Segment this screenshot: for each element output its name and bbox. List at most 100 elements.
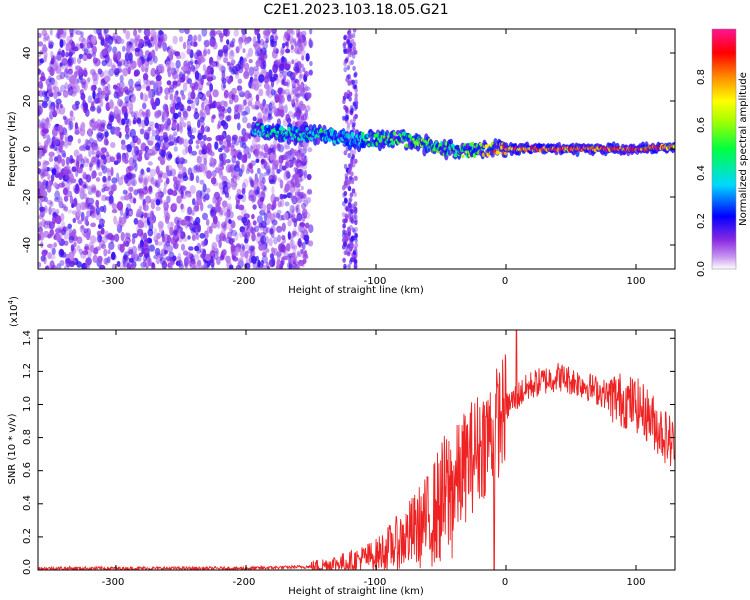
- heatmap-cell: [280, 154, 285, 162]
- heatmap-cell: [220, 100, 227, 106]
- heatmap-cell: [112, 46, 118, 54]
- heatmap-cell: [291, 217, 298, 223]
- top-y-tick: 20: [22, 95, 33, 108]
- heatmap-cell: [354, 242, 359, 248]
- heatmap-cell: [252, 66, 259, 72]
- heatmap-cell: [180, 203, 184, 210]
- heatmap-cell: [102, 84, 106, 93]
- heatmap-cell: [270, 193, 276, 204]
- heatmap-cell: [272, 46, 278, 54]
- heatmap-cell: [96, 159, 101, 169]
- heatmap-cell: [124, 111, 128, 121]
- bottom-plot-ticks: [38, 330, 675, 571]
- heatmap-cell: [179, 231, 186, 240]
- heatmap-cell: [40, 255, 46, 262]
- heatmap-cell: [206, 170, 212, 180]
- heatmap-cell: [39, 76, 46, 82]
- heatmap-cell: [176, 230, 182, 238]
- heatmap-cell: [39, 206, 46, 212]
- heatmap-cell: [297, 92, 301, 98]
- heatmap-cell: [278, 64, 285, 74]
- heatmap-cell: [90, 184, 97, 191]
- heatmap-cell: [69, 195, 74, 205]
- heatmap-cell: [85, 174, 92, 183]
- heatmap-cell: [350, 179, 355, 185]
- heatmap-cell: [254, 29, 259, 36]
- heatmap-cell: [253, 69, 260, 77]
- heatmap-cell: [71, 203, 75, 209]
- heatmap-cell: [349, 149, 354, 155]
- heatmap-cell: [297, 224, 301, 230]
- heatmap-cell: [296, 49, 300, 55]
- heatmap-cell: [206, 142, 212, 151]
- heatmap-cell: [180, 243, 186, 251]
- heatmap-cell: [347, 231, 352, 237]
- heatmap-cell: [206, 127, 211, 132]
- heatmap-cell: [205, 110, 211, 116]
- heatmap-cell: [269, 77, 276, 82]
- heatmap-cell: [190, 64, 196, 71]
- heatmap-cell: [123, 253, 128, 260]
- heatmap-cell: [252, 260, 258, 269]
- heatmap-cell: [44, 121, 51, 129]
- heatmap-cell: [140, 55, 147, 63]
- heatmap-cell: [83, 67, 88, 77]
- heatmap-cell: [115, 114, 122, 122]
- colorbar-tick: 0.4: [696, 165, 707, 181]
- heatmap-cell: [294, 101, 300, 110]
- heatmap-cell: [297, 239, 302, 245]
- heatmap-cell: [244, 105, 251, 115]
- heatmap-cell: [207, 48, 211, 55]
- heatmap-cell: [141, 102, 147, 109]
- heatmap-cell: [254, 42, 261, 52]
- heatmap-cell: [200, 202, 204, 212]
- heatmap-cell: [134, 110, 139, 119]
- heatmap-cell: [38, 141, 41, 147]
- heatmap-cell: [69, 33, 74, 38]
- heatmap-cell: [247, 228, 251, 238]
- heatmap-cell: [256, 143, 261, 150]
- heatmap-cell: [187, 235, 191, 240]
- heatmap-cell: [279, 163, 283, 172]
- heatmap-cell: [184, 29, 190, 35]
- heatmap-cell: [136, 228, 144, 237]
- heatmap-cell: [193, 253, 200, 261]
- heatmap-cell: [159, 125, 163, 135]
- heatmap-cell: [120, 216, 127, 225]
- heatmap-cell: [173, 146, 178, 152]
- heatmap-cell: [103, 186, 110, 192]
- heatmap-cell: [236, 122, 241, 131]
- heatmap-cell: [271, 257, 276, 267]
- heatmap-cell: [223, 89, 229, 99]
- heatmap-cell: [301, 158, 305, 164]
- heatmap-cell: [308, 37, 312, 47]
- heatmap-cell: [91, 118, 96, 124]
- heatmap-cell: [259, 172, 264, 182]
- heatmap-cell: [218, 239, 222, 249]
- heatmap-cell: [171, 134, 175, 142]
- heatmap-cell: [246, 122, 252, 129]
- heatmap-cell: [108, 199, 115, 206]
- heatmap-cell: [43, 144, 48, 154]
- heatmap-cell: [276, 253, 281, 261]
- heatmap-cell: [294, 107, 300, 114]
- heatmap-cell: [208, 225, 213, 235]
- heatmap-cell: [237, 90, 244, 95]
- heatmap-cell: [165, 60, 171, 68]
- heatmap-cell: [199, 232, 206, 239]
- heatmap-cell: [100, 147, 108, 154]
- heatmap-cell: [291, 208, 295, 214]
- heatmap-cell: [167, 153, 173, 159]
- heatmap-cell: [187, 126, 194, 135]
- heatmap-cell: [286, 94, 292, 102]
- heatmap-cell: [107, 89, 112, 96]
- heatmap-cell: [153, 235, 159, 243]
- heatmap-cell: [159, 140, 164, 149]
- heatmap-cell: [183, 256, 190, 266]
- heatmap-cell: [195, 61, 200, 69]
- heatmap-cell: [298, 85, 302, 91]
- heatmap-cell: [353, 175, 358, 181]
- heatmap-cell: [46, 243, 53, 249]
- heatmap-cell: [282, 34, 288, 42]
- heatmap-cell: [78, 145, 85, 152]
